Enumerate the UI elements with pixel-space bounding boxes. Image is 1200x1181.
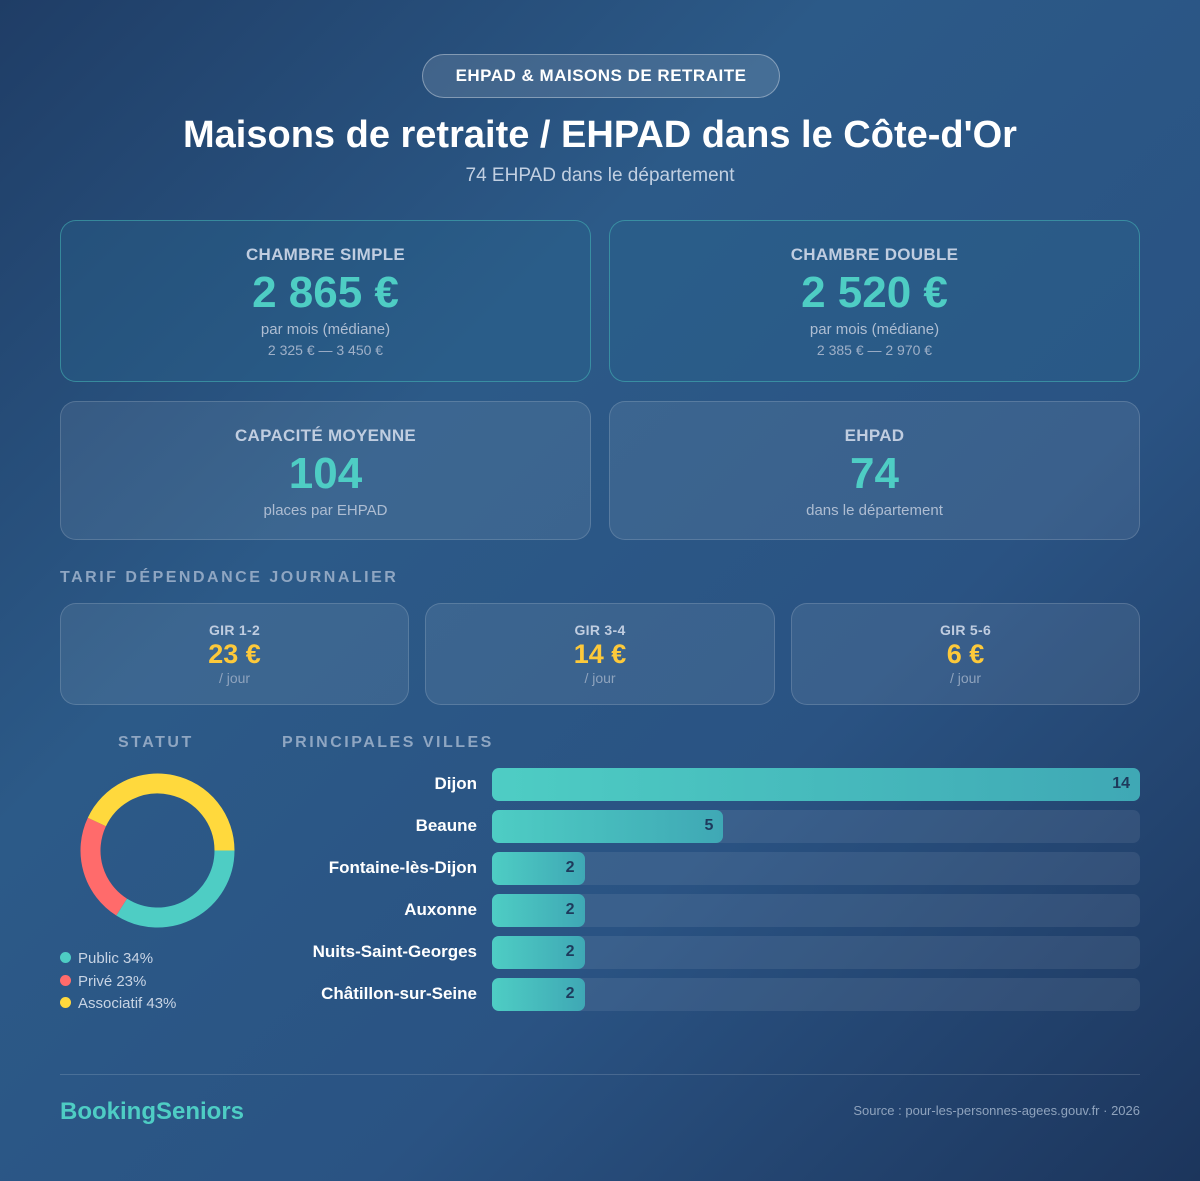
bar-row: Beaune 5	[282, 810, 1140, 843]
category-badge: EHPAD & MAISONS DE RETRAITE	[422, 54, 780, 98]
gir-value: 6 €	[946, 639, 985, 669]
gir-card: GIR 5-6 6 € / jour	[791, 603, 1140, 705]
card-note: par mois (médiane)	[809, 321, 940, 338]
card-range: 2 325 € — 3 450 €	[267, 342, 384, 358]
gir-label: GIR 3-4	[574, 622, 626, 638]
card-label: CHAMBRE SIMPLE	[245, 245, 406, 264]
donut-legend: Public 34% Privé 23% Associatif 43%	[60, 948, 176, 1016]
card-note: par mois (médiane)	[260, 321, 391, 338]
card-range: 2 385 € — 2 970 €	[816, 342, 933, 358]
bar-value: 2	[565, 943, 575, 960]
bar: 5	[492, 810, 724, 843]
legend-dot	[60, 974, 71, 986]
legend-item-public: Public 34%	[60, 948, 176, 971]
legend-dot	[60, 997, 71, 1008]
donut-slice-public	[116, 850, 235, 928]
legend-label: Public 34%	[78, 950, 154, 967]
gir-card: GIR 3-4 14 € / jour	[425, 603, 775, 705]
page-title: Maisons de retraite / EHPAD dans le Côte…	[183, 114, 1017, 156]
legend-item-associatif: Associatif 43%	[60, 993, 176, 1016]
bar-track: 2	[492, 936, 1140, 969]
bar: 14	[492, 768, 1140, 801]
footer-divider	[60, 1074, 1140, 1075]
gir-value: 14 €	[573, 639, 627, 669]
bar: 2	[492, 936, 585, 969]
gir-value: 23 €	[208, 639, 261, 669]
bar-label: Fontaine-lès-Dijon	[328, 858, 477, 877]
bar: 2	[492, 852, 585, 885]
gir-card: GIR 1-2 23 € / jour	[60, 603, 409, 705]
gir-unit: / jour	[218, 670, 251, 686]
legend-label: Associatif 43%	[78, 995, 177, 1012]
card-note: dans le département	[806, 502, 943, 519]
donut-slice-associatif	[87, 773, 235, 851]
bar-label: Nuits-Saint-Georges	[312, 942, 477, 961]
section-title-statut: STATUT	[118, 734, 194, 751]
bar-value: 5	[704, 817, 714, 834]
bar-value: 2	[565, 901, 575, 918]
section-title-villes: PRINCIPALES VILLES	[282, 734, 494, 751]
card-capacite: CAPACITÉ MOYENNE 104 places par EHPAD	[60, 401, 591, 540]
bar-track: 14	[492, 768, 1140, 801]
bar-label: Châtillon-sur-Seine	[321, 984, 477, 1003]
gir-unit: / jour	[584, 670, 616, 686]
card-ehpad-count: EHPAD 74 dans le département	[609, 401, 1140, 540]
donut-slice-prive	[80, 817, 128, 916]
card-value: 2 520 €	[801, 268, 948, 317]
gir-label: GIR 1-2	[208, 622, 261, 638]
status-donut-chart	[80, 773, 235, 928]
gir-unit: / jour	[949, 670, 982, 686]
bar-track: 2	[492, 852, 1140, 885]
brand-logo: BookingSeniors	[60, 1098, 245, 1125]
bar-value: 2	[565, 985, 575, 1002]
bar-row: Auxonne 2	[282, 894, 1140, 927]
gir-label: GIR 5-6	[939, 622, 992, 638]
card-label: CHAMBRE DOUBLE	[790, 245, 959, 264]
bar-row: Châtillon-sur-Seine 2	[282, 978, 1140, 1011]
bar-label: Dijon	[434, 774, 478, 793]
source-text: Source : pour-les-personnes-agees.gouv.f…	[853, 1103, 1140, 1118]
bar-row: Nuits-Saint-Georges 2	[282, 936, 1140, 969]
card-note: places par EHPAD	[263, 502, 388, 519]
card-value: 74	[850, 449, 899, 498]
card-chambre-simple: CHAMBRE SIMPLE 2 865 € par mois (médiane…	[60, 220, 591, 382]
legend-label: Privé 23%	[78, 972, 147, 990]
page-subtitle: 74 EHPAD dans le département	[465, 165, 735, 186]
bar-value: 2	[565, 859, 575, 876]
bar-track: 5	[492, 810, 1140, 843]
bar-label: Auxonne	[404, 900, 477, 919]
card-value: 104	[288, 449, 363, 498]
bar-value: 14	[1112, 775, 1130, 792]
bar-track: 2	[492, 894, 1140, 927]
bar: 2	[492, 978, 585, 1011]
bar-track: 2	[492, 978, 1140, 1011]
bar-label: Beaune	[415, 816, 477, 835]
bar-row: Fontaine-lès-Dijon 2	[282, 852, 1140, 885]
legend-item-prive: Privé 23%	[60, 971, 176, 994]
legend-dot	[60, 952, 71, 963]
card-label: EHPAD	[844, 426, 905, 445]
card-chambre-double: CHAMBRE DOUBLE 2 520 € par mois (médiane…	[609, 220, 1140, 382]
section-title-gir: TARIF DÉPENDANCE JOURNALIER	[60, 569, 399, 586]
bar-row: Dijon 14	[282, 768, 1140, 801]
bar: 2	[492, 894, 585, 927]
card-value: 2 865 €	[252, 268, 399, 317]
card-label: CAPACITÉ MOYENNE	[234, 426, 417, 445]
